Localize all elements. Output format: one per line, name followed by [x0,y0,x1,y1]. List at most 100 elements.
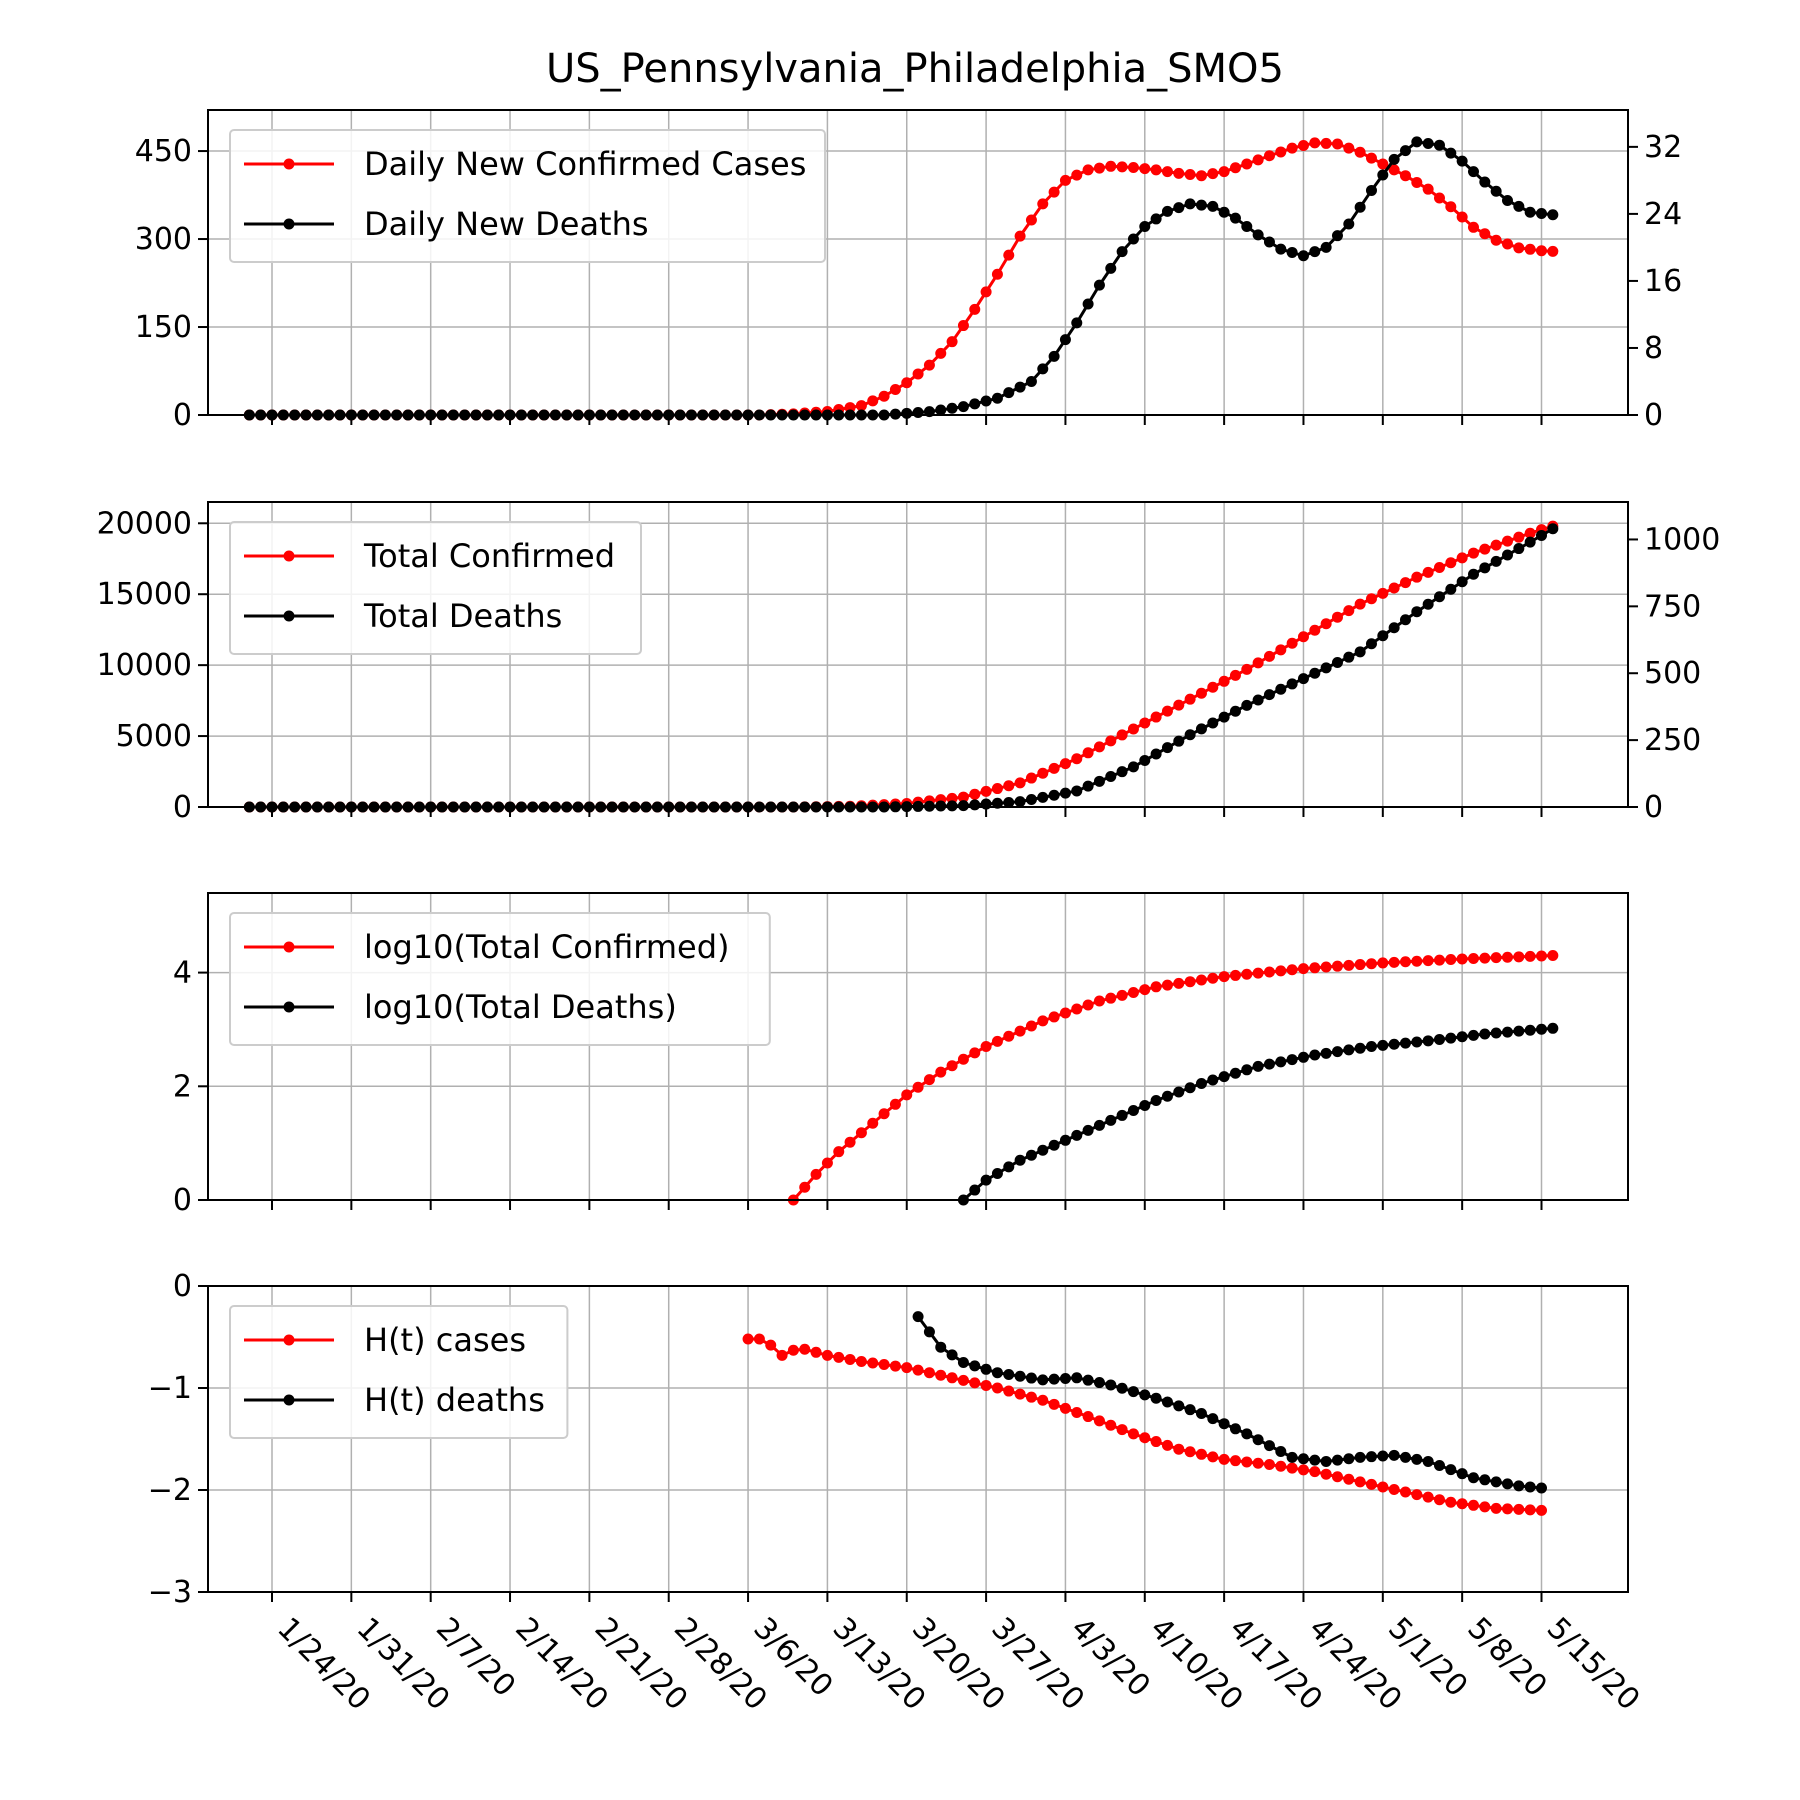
data-point [1433,1033,1445,1045]
data-point [1229,669,1241,681]
data-point [1456,552,1468,564]
legend-label: H(t) deaths [364,1381,545,1419]
y-tick-label: 5000 [116,719,192,754]
data-point [878,1108,890,1120]
data-point [923,359,935,371]
data-point [1229,1067,1241,1079]
data-point [1343,651,1355,663]
data-point [957,1374,969,1386]
data-point [1297,963,1309,975]
data-point [1195,1448,1207,1460]
data-point [1127,161,1139,173]
data-point [1037,1015,1049,1027]
y-right-tick-label: 750 [1644,589,1701,624]
data-point [1513,242,1525,254]
data-point [1320,137,1332,149]
data-point [1252,1434,1264,1446]
data-point [1207,200,1219,212]
data-point [1071,317,1083,329]
data-point [1399,170,1411,182]
y-tick-label: 2 [173,1069,192,1104]
data-point [1139,984,1151,996]
data-point [1456,155,1468,167]
data-point [1150,981,1162,993]
data-point [969,1360,981,1372]
data-point [901,377,913,389]
data-point [1501,535,1513,547]
data-point [1139,717,1151,729]
data-point [878,1359,890,1371]
data-point [1003,1385,1015,1397]
data-point [1059,1372,1071,1384]
series-deaths [912,1311,1547,1494]
data-point [1139,1432,1151,1444]
data-point [1252,657,1264,669]
data-point [1059,1007,1071,1019]
data-point [1490,952,1502,964]
data-point [1173,167,1185,179]
data-point [1490,234,1502,246]
data-point [1479,543,1491,555]
data-point [1490,185,1502,197]
data-point [1150,711,1162,723]
data-point [1501,1503,1513,1515]
data-point [1456,1498,1468,1510]
data-point [1037,363,1049,375]
series-line [962,1026,1553,1202]
series-deaths [957,1022,1559,1206]
data-point [1218,675,1230,687]
data-point [1297,1464,1309,1476]
data-point [1536,1482,1547,1494]
data-point [1320,662,1332,674]
legend-marker [283,1334,295,1346]
data-point [1218,1071,1230,1083]
data-point [1275,1445,1287,1457]
data-point [821,1157,833,1169]
data-point [1025,1391,1037,1403]
data-point [1331,657,1343,669]
data-point [991,1035,1003,1047]
data-point [1082,1124,1094,1136]
data-point [1479,562,1491,574]
data-point [1003,1368,1015,1380]
data-point [1536,1504,1547,1516]
data-point [1275,146,1287,158]
data-point [1105,1419,1117,1431]
data-point [1365,638,1377,650]
data-point [1547,1022,1559,1034]
data-point [1411,1036,1423,1048]
data-point [787,1344,799,1356]
data-point [1195,687,1207,699]
data-point [1467,1499,1479,1511]
data-point [1547,245,1559,257]
legend: log10(Total Confirmed) log10(Total Deaths… [229,912,771,1046]
data-point [1184,1404,1196,1416]
data-point [1309,137,1321,149]
data-point [1207,1451,1219,1463]
data-point [1037,1144,1049,1156]
y-tick-label: 15000 [97,577,192,612]
data-point [980,1041,992,1052]
data-point [912,368,924,380]
data-point [1433,562,1445,574]
data-point [1422,955,1434,967]
data-point [1354,1476,1366,1488]
data-point [844,1353,856,1365]
data-point [1388,622,1400,634]
y-right-tick-label: 0 [1644,398,1663,433]
data-point [1433,1494,1445,1506]
data-point [1354,959,1366,971]
data-point [1320,241,1332,253]
data-point [1309,962,1321,974]
data-point [1071,1003,1083,1015]
x-tick-label: 5/15/20 [1540,1611,1647,1718]
data-point [980,785,992,797]
data-point [1399,614,1411,626]
data-point [1048,1398,1060,1410]
data-point [1354,598,1366,610]
data-point [1173,977,1185,989]
panel-log: 0 2 4 log10(Total Confirmed) log10(Total Dea… [173,892,1629,1218]
y-right-tick-label: 1000 [1644,522,1720,557]
data-point [1320,1455,1332,1467]
data-point [1320,1047,1332,1059]
